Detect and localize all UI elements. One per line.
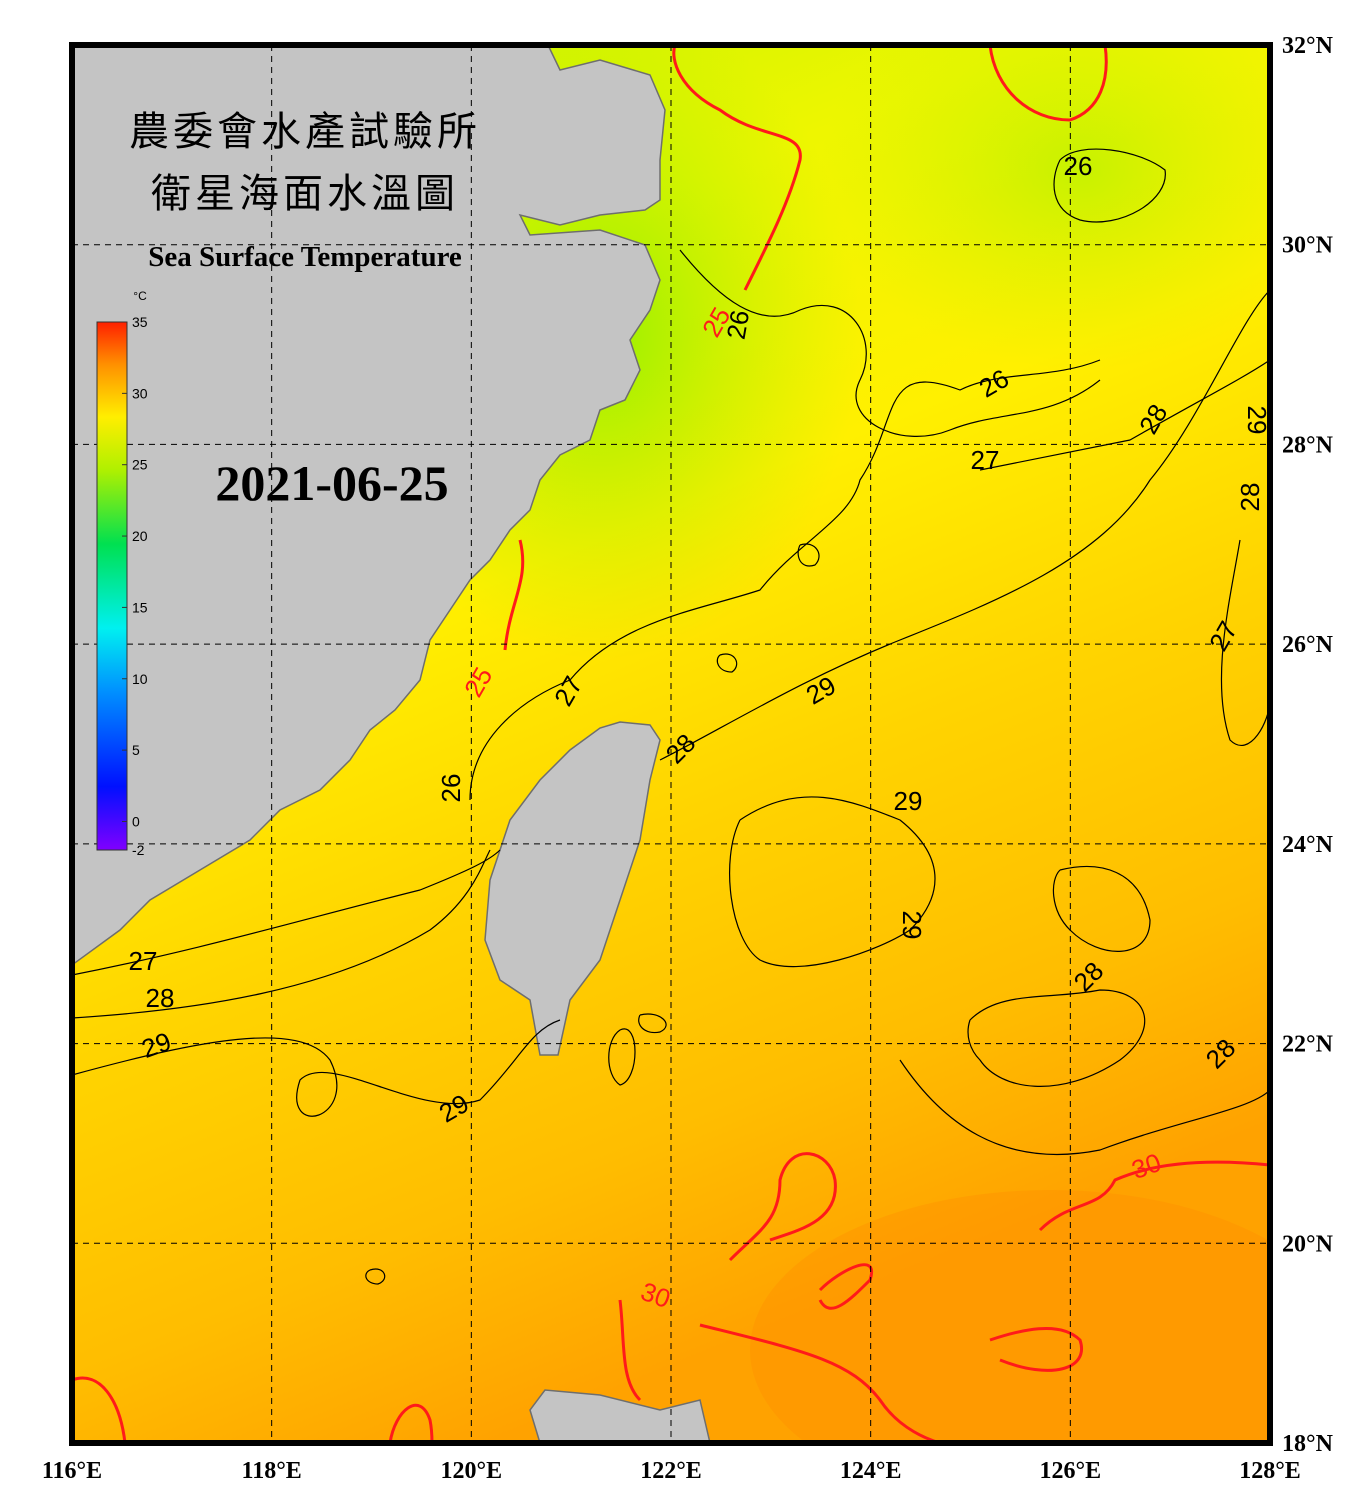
lat-label: 28°N [1282,432,1334,458]
lon-label: 126°E [1040,1458,1102,1484]
colorbar-tick-label: 30 [132,385,148,401]
subtitle-zh: 衛星海面水溫圖 [151,171,459,217]
lat-label: 26°N [1282,632,1334,658]
contour-line-25 [672,45,802,291]
contour-line [679,249,1101,437]
lon-label: 124°E [840,1458,902,1484]
colorbar-tick-label: 15 [132,599,148,615]
contour-label: 26 [436,774,466,803]
contour-line-25 [988,45,1108,122]
contour-line [659,289,1270,761]
contour-line-30 [699,1323,941,1443]
colorbar-tick-label: -2 [132,842,145,858]
colorbar [96,321,128,851]
contour-label: 27 [971,445,1000,475]
contour-line-30 [989,1327,1083,1372]
contour-label: 28 [146,983,175,1013]
contour-line [967,989,1146,1087]
contour-line [638,1013,667,1034]
red-contours [72,45,1270,1443]
graticule [72,45,1270,1443]
lat-label: 22°N [1282,1032,1334,1058]
contour-label: 26 [1064,151,1093,181]
luzon [529,1389,711,1443]
contour-line [469,359,1101,801]
warm-water [750,1190,1270,1443]
contour-label: 29 [894,786,923,816]
map-frame [69,42,1273,1446]
colorbar-tick-label: 20 [132,528,148,544]
contour-label: 28 [1235,483,1265,512]
contour-label: 29 [897,911,927,940]
contour-label: 27 [129,946,158,976]
contour-line [72,849,501,976]
title-en: Sea Surface Temperature [148,241,462,273]
lon-label: 120°E [441,1458,503,1484]
lon-label: 122°E [640,1458,702,1484]
contour-line-30 [728,1152,837,1262]
contour-label: 26 [721,308,756,342]
contour-line [716,653,738,673]
contour-label: 29 [1242,406,1272,435]
contours [72,148,1270,1285]
contour-line [365,1268,386,1285]
contour-line-30 [388,1404,434,1443]
lon-label: 118°E [242,1458,302,1484]
contour-line [72,1019,561,1117]
colorbar-unit: °C [133,289,147,303]
colorbar-tick-label: 10 [132,671,148,687]
mainland [72,45,666,966]
contour-line-30 [1038,1160,1270,1232]
lat-label: 24°N [1282,832,1334,858]
taiwan [484,721,661,1056]
contour-line [899,1059,1270,1155]
lat-label: 20°N [1282,1231,1334,1257]
contour-line [608,1028,636,1086]
title-zh: 農委會水產試驗所 [129,109,481,155]
lon-label: 116°E [42,1458,102,1484]
contour-line [797,543,820,567]
contour-line [72,849,491,1019]
contour-line [1052,865,1151,952]
lon-label: 128°E [1239,1458,1301,1484]
contour-line-30 [618,1299,642,1402]
colorbar-tick-label: 5 [132,742,140,758]
contour-line-25 [503,539,525,651]
contour-line [1220,539,1270,747]
cool-water [820,45,1270,370]
contour-line-30 [72,1376,127,1443]
lat-label: 32°N [1282,33,1334,59]
colorbar-tick-label: 0 [132,813,140,829]
contour-line [1053,148,1166,223]
lat-label: 18°N [1282,1431,1334,1457]
lat-label: 30°N [1282,233,1334,259]
contour-line [979,359,1270,471]
map-area [72,45,1270,1443]
colorbar-tick-label: 35 [132,314,148,330]
date: 2021-06-25 [215,455,448,511]
contour-line [729,796,936,968]
contour-line-30 [818,1263,874,1310]
colorbar-tick-label: 25 [132,457,148,473]
